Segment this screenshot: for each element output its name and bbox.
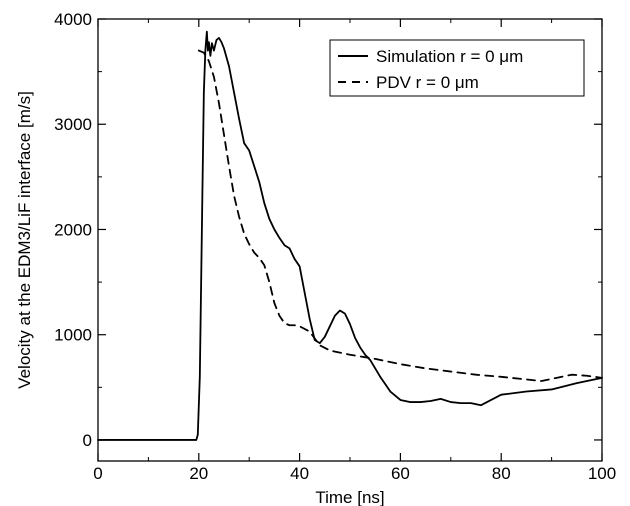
x-tick-label: 60: [391, 464, 410, 483]
series-line-simulation: [97, 30, 603, 441]
x-tick-label: 40: [290, 464, 309, 483]
legend: Simulation r = 0 μm PDV r = 0 μm: [329, 39, 585, 97]
y-tick-label: 3000: [54, 115, 92, 134]
y-tick-label: 2000: [54, 220, 92, 239]
x-tick-label: 20: [189, 464, 208, 483]
x-axis: 0 20 40 60 80 100: [93, 19, 616, 483]
y-tick-label: 0: [83, 431, 92, 450]
plot-series-group: [97, 30, 603, 441]
legend-label-pdv: PDV r = 0 μm: [376, 73, 479, 92]
legend-label-simulation: Simulation r = 0 μm: [376, 47, 523, 66]
x-tick-label: 80: [492, 464, 511, 483]
x-tick-label: 100: [588, 464, 616, 483]
y-tick-label: 4000: [54, 10, 92, 29]
x-axis-label: Time [ns]: [315, 488, 384, 506]
series-line-pdv: [197, 49, 603, 382]
x-tick-label: 0: [93, 464, 102, 483]
y-axis-label: Velocity at the EDM3/LiF interface [m/s]: [15, 91, 34, 389]
y-tick-label: 1000: [54, 326, 92, 345]
legend-box: [329, 39, 585, 97]
y-axis: 0 1000 2000 3000 4000: [54, 10, 602, 450]
